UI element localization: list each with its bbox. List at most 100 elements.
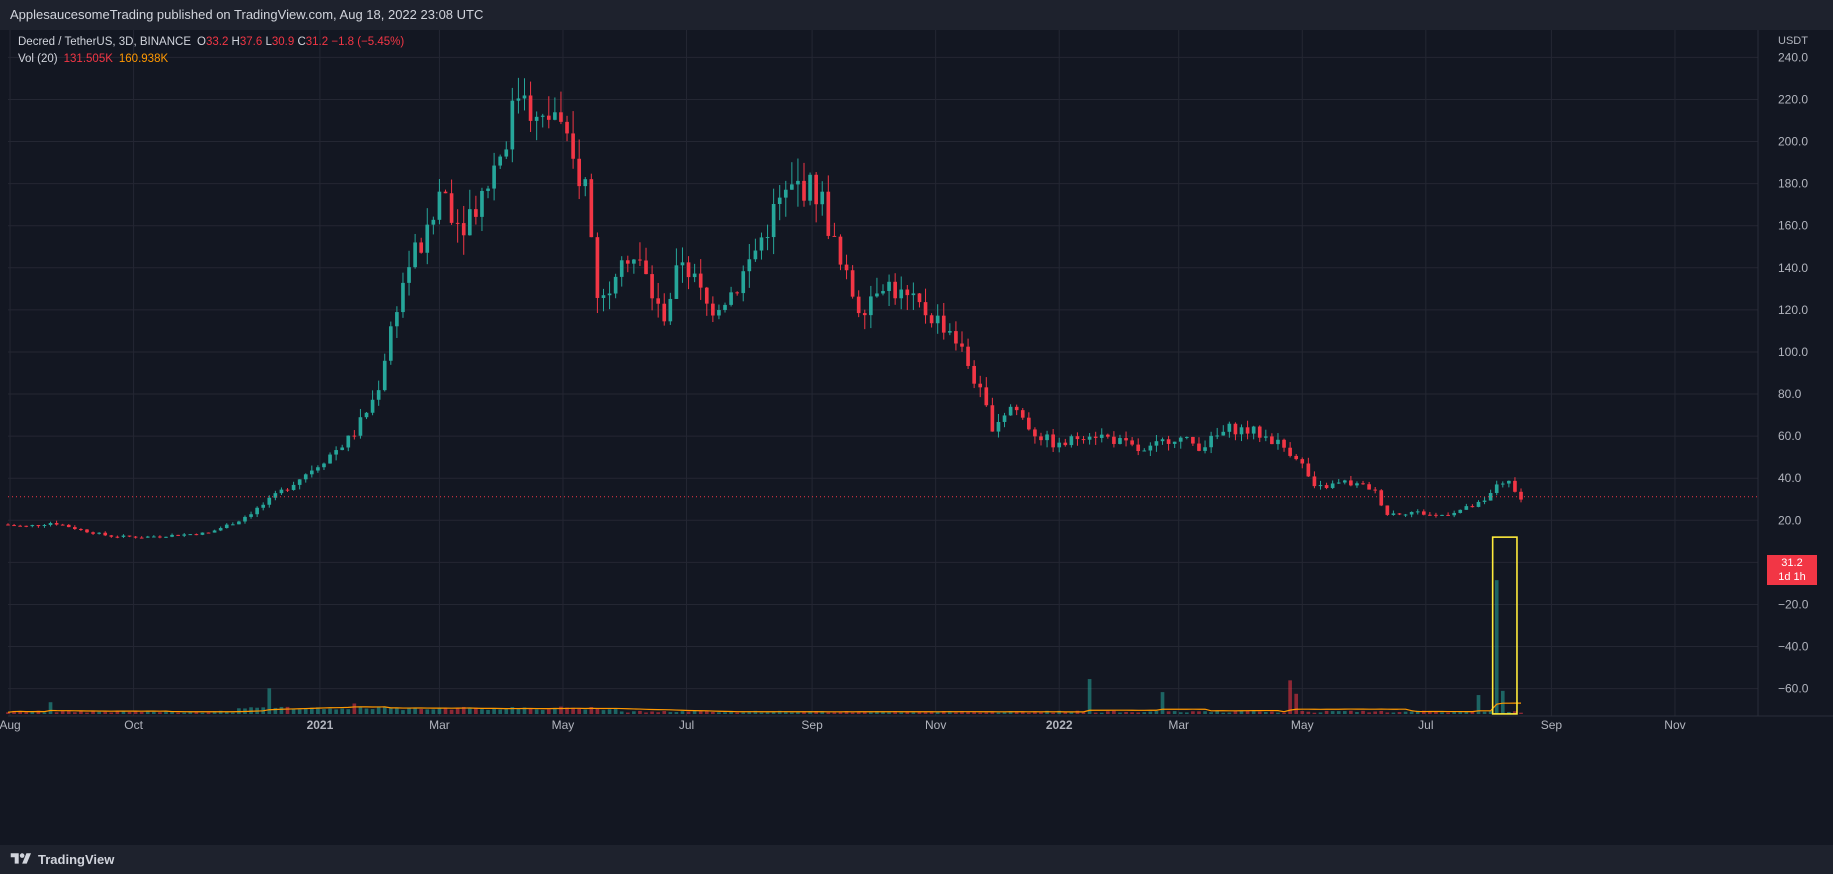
candle-up	[668, 298, 673, 322]
candle-down	[285, 489, 290, 491]
volume-bar	[54, 712, 59, 714]
candle-up	[279, 489, 284, 494]
candle-down	[103, 532, 108, 536]
time-tick-label: 2022	[1046, 718, 1073, 732]
candle-up	[231, 524, 235, 526]
candle-down	[158, 536, 162, 538]
candle-up	[261, 504, 266, 508]
candle-up	[1209, 435, 1213, 448]
candle-up	[1488, 493, 1493, 501]
volume-bar	[650, 711, 654, 714]
candle-down	[698, 273, 703, 288]
high-value: 37.6	[239, 36, 263, 48]
candle-up	[534, 116, 539, 121]
volume-bar	[145, 710, 150, 714]
volume-bar	[316, 707, 320, 714]
volume-bar	[978, 712, 983, 714]
volume-bar	[30, 711, 35, 714]
candle-up	[1142, 450, 1147, 452]
candle-up	[413, 242, 417, 268]
tradingview-logo[interactable]: TradingView	[10, 851, 114, 867]
volume-bar	[486, 709, 490, 714]
volume-bar	[1282, 712, 1286, 714]
volume-bar	[224, 711, 229, 714]
ohlc-values: O33.2 H37.6 L30.9 C31.2 −1.8 (−5.45%)	[197, 34, 404, 51]
candle-up	[948, 331, 952, 333]
candle-up	[759, 237, 764, 251]
candle-up	[820, 191, 825, 205]
candle-down	[893, 281, 897, 299]
candle-down	[1282, 439, 1286, 448]
symbol-name[interactable]: Decred / TetherUS, 3D, BINANCE	[18, 36, 191, 48]
candle-down	[79, 528, 83, 530]
candle-up	[1045, 434, 1049, 441]
candle-down	[1421, 511, 1426, 515]
candle-down	[838, 236, 843, 265]
volume-bar	[1069, 712, 1074, 714]
volume-label[interactable]: Vol (20)	[18, 53, 58, 65]
volume-bar	[565, 707, 569, 714]
volume-bar	[1112, 710, 1116, 714]
candle-up	[1336, 482, 1341, 484]
volume-bar	[1446, 712, 1450, 714]
volume-bar	[109, 712, 114, 714]
candle-up	[729, 292, 733, 305]
candle-down	[954, 331, 958, 344]
candle-down	[1306, 463, 1311, 477]
candle-down	[686, 262, 691, 278]
volume-bar	[1099, 712, 1104, 714]
volume-bar	[492, 708, 496, 714]
volume-bar	[188, 711, 193, 714]
volume-bar	[1039, 712, 1043, 714]
candle-down	[577, 158, 582, 187]
candle-up	[97, 532, 101, 534]
price-tick-label: 140.0	[1778, 261, 1808, 275]
open-value: 33.2	[205, 36, 229, 48]
candle-up	[407, 267, 411, 283]
volume-bar	[553, 707, 557, 714]
volume-bar	[352, 703, 357, 714]
volume-bar	[838, 711, 843, 714]
volume-bar	[334, 709, 338, 714]
candle-down	[644, 260, 648, 275]
volume-bar	[1245, 710, 1250, 714]
volume-bar	[1148, 711, 1153, 714]
volume-bar	[917, 711, 922, 714]
candle-up	[346, 435, 351, 448]
candle-up	[309, 470, 314, 475]
candle-down	[1106, 434, 1110, 437]
volume-bar	[522, 707, 527, 714]
volume-bar	[1318, 712, 1323, 714]
candle-up	[887, 281, 891, 292]
candle-up	[328, 454, 332, 464]
volume-bar	[1087, 679, 1092, 714]
candle-down	[1245, 427, 1250, 434]
volume-bar	[18, 711, 22, 714]
volume-bar	[1507, 711, 1511, 714]
volume-bar	[395, 707, 399, 714]
axes: 240.0 220.0 200.0 180.0 160.0 140.0 120.0 100.0…	[0, 35, 1809, 732]
volume-bar	[759, 712, 764, 714]
volume-bar	[1519, 712, 1523, 714]
candle-up	[316, 467, 320, 471]
volume-bar	[139, 711, 144, 714]
volume-bar	[790, 712, 794, 714]
candle-down	[1300, 459, 1305, 464]
candle-down	[1020, 410, 1025, 418]
candle-down	[972, 365, 976, 384]
candle-down	[1294, 455, 1299, 460]
candle-down	[656, 298, 660, 304]
volume-bar	[698, 711, 703, 714]
volume-bar	[820, 711, 825, 714]
candle-up	[1403, 514, 1408, 516]
candle-up	[297, 479, 302, 485]
volume-bar	[297, 709, 302, 714]
candle-down	[1014, 406, 1019, 411]
candle-down	[559, 112, 563, 122]
volume-bar	[504, 708, 509, 714]
candle-down	[85, 529, 89, 533]
volume-bar	[1027, 712, 1031, 714]
candle-up	[790, 184, 794, 190]
volume-bar	[1494, 580, 1499, 714]
